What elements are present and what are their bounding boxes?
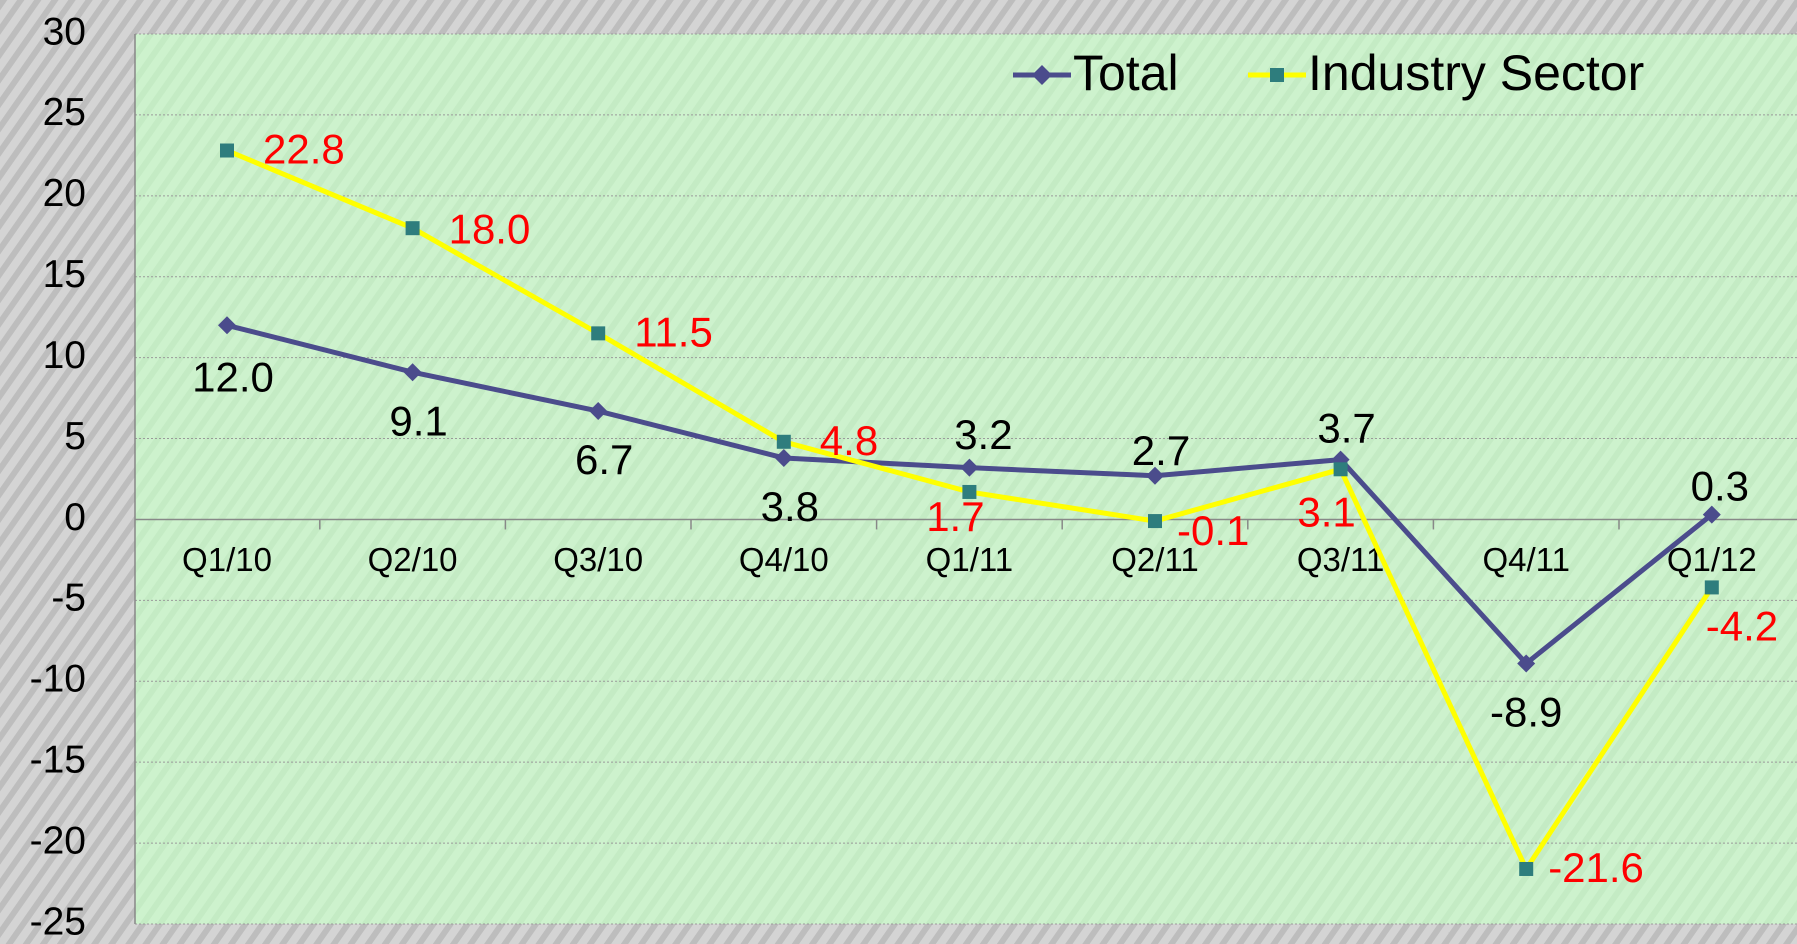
marker xyxy=(1519,861,1534,876)
data-label: 18.0 xyxy=(449,205,531,252)
legend-marker xyxy=(1270,68,1284,82)
data-label: 3.1 xyxy=(1297,488,1355,535)
marker xyxy=(1702,505,1721,524)
data-label: 4.8 xyxy=(820,417,878,464)
marker xyxy=(218,316,236,335)
y-tick-label: 0 xyxy=(64,496,86,539)
marker xyxy=(962,484,977,499)
marker xyxy=(1146,466,1164,485)
data-label: 3.7 xyxy=(1317,405,1375,452)
y-tick-label: 5 xyxy=(64,415,86,458)
x-tick-label: Q2/10 xyxy=(368,541,458,578)
data-label: -4.2 xyxy=(1706,603,1778,650)
marker xyxy=(1333,462,1348,477)
y-tick-label: 20 xyxy=(43,172,86,215)
y-tick-label: 30 xyxy=(43,10,86,53)
x-tick-label: Q4/11 xyxy=(1482,541,1569,578)
y-tick-label: -5 xyxy=(51,577,86,620)
data-label: 0.3 xyxy=(1691,463,1749,510)
data-label: 3.8 xyxy=(761,483,819,530)
x-tick-label: Q3/11 xyxy=(1297,541,1384,578)
data-label: 11.5 xyxy=(634,308,713,355)
marker xyxy=(405,221,420,236)
y-tick-label: 15 xyxy=(43,253,86,296)
x-tick-label: Q2/11 xyxy=(1111,541,1198,578)
marker xyxy=(591,326,606,341)
x-tick-label: Q1/11 xyxy=(926,541,1013,578)
marker xyxy=(1148,514,1162,529)
marker xyxy=(1704,580,1719,595)
data-label: -8.9 xyxy=(1490,689,1562,736)
x-tick-label: Q3/10 xyxy=(553,541,643,578)
y-tick-label: 25 xyxy=(43,91,86,134)
data-label: 3.2 xyxy=(954,411,1012,458)
y-tick-label: -20 xyxy=(30,819,86,862)
data-label: 2.7 xyxy=(1132,427,1190,474)
y-tick-label: -10 xyxy=(30,658,86,701)
plot-area xyxy=(135,34,1797,924)
marker xyxy=(774,448,793,467)
marker xyxy=(1517,654,1536,673)
marker xyxy=(960,458,979,477)
marker xyxy=(776,434,791,449)
legend-marker xyxy=(1032,65,1052,85)
legend-label: Total xyxy=(1073,45,1179,101)
data-label: 12.0 xyxy=(192,353,274,400)
data-label: 22.8 xyxy=(263,126,345,173)
data-label: -21.6 xyxy=(1548,844,1644,891)
y-tick-label: -25 xyxy=(30,900,86,943)
data-label: 6.7 xyxy=(575,436,633,483)
x-tick-label: Q1/12 xyxy=(1667,541,1757,578)
y-tick-label: -15 xyxy=(30,738,86,781)
x-tick-label: Q4/10 xyxy=(739,541,829,578)
marker xyxy=(403,363,422,382)
marker xyxy=(220,143,234,158)
data-label: -0.1 xyxy=(1177,507,1249,554)
marker xyxy=(589,402,608,421)
y-tick-label: 10 xyxy=(43,334,86,377)
legend-label: Industry Sector xyxy=(1308,45,1644,101)
x-tick-label: Q1/10 xyxy=(182,541,272,578)
data-label: 9.1 xyxy=(389,397,447,444)
data-label: 1.7 xyxy=(926,493,984,540)
